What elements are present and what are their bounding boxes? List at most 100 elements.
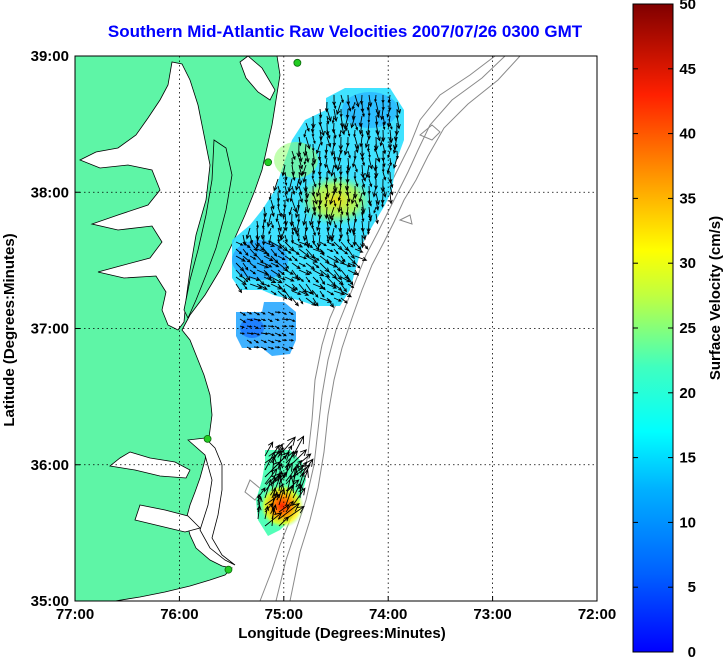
- velocity-arrow: [387, 94, 391, 104]
- velocity-arrow: [368, 150, 371, 159]
- velocity-arrow: [311, 143, 315, 152]
- velocity-arrow: [253, 318, 262, 322]
- radar-stations: [203, 58, 302, 574]
- velocity-arrow: [392, 157, 398, 169]
- velocity-arrow: [347, 262, 357, 267]
- velocity-arrow: [298, 483, 304, 499]
- velocity-arrow: [373, 157, 378, 172]
- velocity-arrow: [288, 311, 294, 315]
- velocity-arrow: [235, 255, 246, 262]
- velocity-arrow: [347, 276, 354, 286]
- velocity-arrow: [340, 248, 349, 255]
- velocity-arrow: [284, 248, 292, 254]
- velocity-arrow: [389, 185, 394, 196]
- velocity-arrow: [326, 255, 340, 263]
- velocity-arrow: [312, 178, 317, 188]
- velocity-arrow: [312, 136, 316, 145]
- velocity-arrow: [337, 150, 342, 162]
- velocity-arrow: [277, 185, 281, 194]
- velocity-arrow: [331, 213, 335, 222]
- velocity-arrow: [273, 178, 279, 192]
- velocity-arrow: [246, 332, 255, 336]
- chesapeake-bay: [79, 61, 211, 331]
- velocity-arrow: [382, 143, 387, 155]
- velocity-arrow: [246, 346, 252, 350]
- velocity-arrow: [242, 241, 251, 249]
- velocity-arrow: [354, 269, 359, 277]
- velocity-arrow: [324, 199, 328, 208]
- velocity-arrow: [352, 227, 356, 236]
- velocity-arrow: [319, 136, 323, 146]
- velocity-arrow: [372, 185, 377, 198]
- velocity-arrow: [333, 248, 339, 255]
- velocity-arrow: [292, 435, 305, 457]
- velocity-arrow: [278, 516, 290, 527]
- velocity-arrow: [285, 450, 295, 471]
- velocity-arrow: [340, 241, 349, 252]
- velocity-arrow: [235, 269, 243, 278]
- pamlico-sound: [109, 437, 236, 566]
- velocity-arrow: [289, 192, 293, 203]
- delaware-bay: [239, 56, 276, 101]
- velocity-arrow: [331, 234, 335, 243]
- velocity-arrow: [365, 164, 370, 179]
- velocity-arrow: [382, 171, 387, 181]
- map-title: Southern Mid-Atlantic Raw Velocities 200…: [107, 22, 583, 41]
- velocity-arrow: [318, 192, 323, 205]
- velocity-arrow: [292, 449, 308, 464]
- velocity-arrow: [359, 94, 364, 105]
- x-axis-label: Longitude (Degrees:Minutes): [238, 625, 446, 642]
- velocity-arrow: [242, 255, 252, 263]
- velocity-arrow: [305, 262, 316, 271]
- velocity-arrow: [288, 339, 295, 342]
- station-marker: [224, 565, 233, 574]
- colorbar-tick-label: 20: [679, 385, 696, 402]
- velocity-arrow: [326, 164, 331, 175]
- velocity-arrow: [354, 94, 360, 108]
- velocity-arrow: [340, 290, 353, 298]
- velocity-arrow: [340, 276, 351, 283]
- velocity-arrow: [395, 150, 399, 160]
- velocity-arrow: [389, 122, 393, 130]
- velocity-arrow: [382, 185, 387, 198]
- velocity-arrow: [389, 178, 394, 189]
- velocity-arrow: [253, 311, 261, 316]
- velocity-arrow: [347, 101, 352, 112]
- velocity-arrow: [235, 241, 244, 246]
- velocity-arrow: [319, 157, 323, 167]
- colorbar-tick-label: 10: [679, 514, 696, 531]
- x-tick-label: 72:00: [578, 606, 616, 623]
- velocity-arrow: [324, 178, 329, 189]
- velocity-arrow: [264, 512, 283, 527]
- velocity-arrow: [270, 241, 283, 249]
- velocity-arrow: [305, 276, 311, 283]
- velocity-arrow: [361, 213, 365, 222]
- colorbar-tick-label: 35: [679, 190, 696, 207]
- velocity-arrow: [340, 122, 346, 136]
- velocity-arrow: [242, 276, 249, 283]
- velocity-arrow: [256, 262, 270, 269]
- velocity-arrow: [382, 122, 386, 131]
- velocity-arrow: [329, 192, 335, 205]
- velocity-arrow: [333, 290, 346, 296]
- velocity-arrow: [386, 164, 391, 175]
- velocity-arrow: [246, 339, 253, 344]
- y-axis-label: Latitude (Degrees:Minutes): [1, 233, 18, 426]
- velocity-arrow: [354, 143, 359, 154]
- velocity-arrow: [253, 346, 260, 349]
- delmarva-peninsula: [183, 139, 233, 319]
- velocity-arrow: [361, 185, 366, 197]
- velocity-arrow: [367, 115, 371, 124]
- velocity-arrow: [340, 262, 352, 268]
- velocity-arrow: [249, 255, 257, 260]
- velocity-arrow: [324, 192, 328, 201]
- velocity-arrow: [354, 255, 368, 262]
- y-tick-label: 35:00: [31, 593, 69, 610]
- velocity-arrow: [295, 206, 300, 219]
- velocity-arrow: [267, 318, 273, 323]
- velocity-arrow: [284, 262, 289, 269]
- velocity-arrow: [312, 206, 317, 216]
- velocity-arrow: [319, 248, 325, 256]
- velocity-arrow: [303, 157, 307, 166]
- velocity-arrow: [351, 157, 356, 168]
